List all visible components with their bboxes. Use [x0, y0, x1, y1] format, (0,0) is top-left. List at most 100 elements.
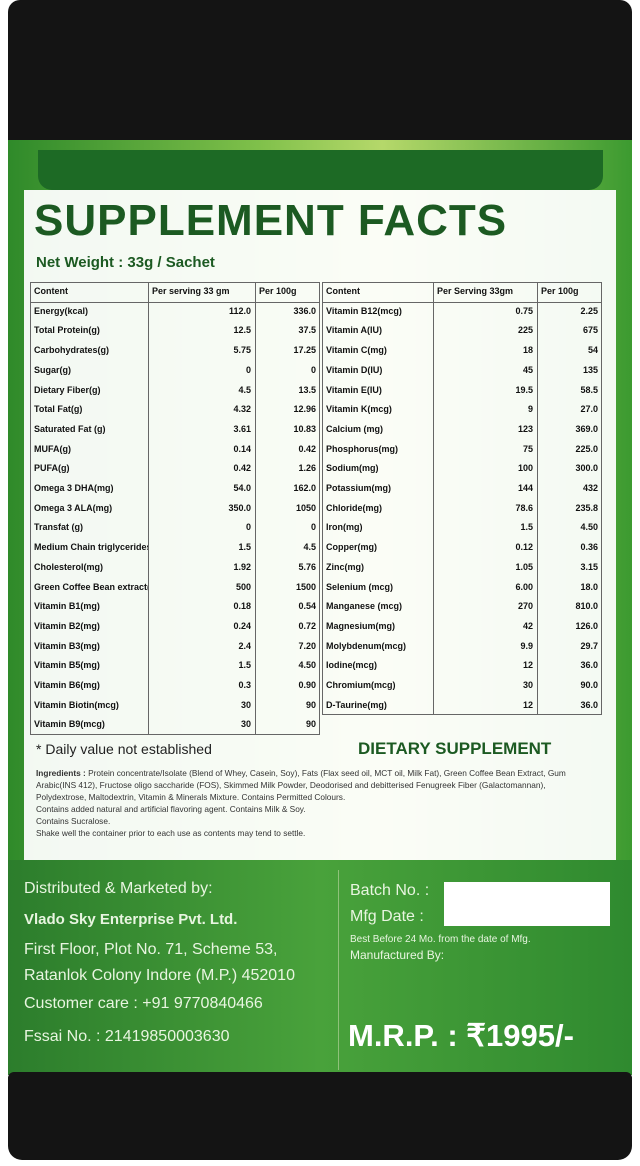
cell-label: Saturated Fat (g): [34, 423, 106, 434]
cell-label: Iron(mg): [326, 522, 363, 533]
cell-value: 4.50: [298, 660, 316, 671]
best-before: Best Before 24 Mo. from the date of Mfg.: [350, 934, 531, 945]
sucralose: Contains Sucralose.: [36, 816, 111, 826]
cell-value: 4.32: [233, 404, 251, 415]
cell-value: 18.0: [580, 581, 598, 592]
base: [8, 1072, 632, 1160]
cell-value: 1.5: [520, 522, 533, 533]
cell-value: 350.0: [228, 502, 251, 513]
cell-label: Omega 3 ALA(mg): [34, 502, 113, 513]
cell-value: 19.5: [515, 384, 533, 395]
cell-label: Total Fat(g): [34, 404, 83, 415]
cell-value: 0.24: [233, 620, 251, 631]
cell-value: 12: [522, 699, 533, 710]
cell-value: 30: [240, 719, 251, 730]
cell-label: MUFA(g): [34, 443, 71, 454]
cell-value: 12.5: [233, 325, 251, 336]
cell-value: 126.0: [575, 620, 598, 631]
cell-value: 112.0: [228, 305, 251, 316]
column-header: Per Serving 33gm: [437, 286, 514, 296]
ingredients-block: Ingredients : Protein concentrate/Isolat…: [36, 767, 592, 839]
cell-value: 4.5: [238, 384, 251, 395]
lid: [8, 0, 632, 150]
cell-value: 37.5: [298, 325, 316, 336]
batch: Batch No. :: [350, 882, 430, 899]
shake: Shake well the container prior to each u…: [36, 828, 306, 838]
cell-value: 90: [305, 699, 316, 710]
cell-value: 135: [582, 364, 598, 375]
cell-value: 30: [522, 680, 533, 690]
cell-value: 30: [240, 699, 251, 710]
cell-value: 162.0: [293, 483, 316, 493]
cell-value: 36.0: [580, 699, 598, 710]
divider: [338, 870, 339, 1070]
header-rule: [322, 301, 602, 303]
cell-value: 432: [582, 483, 598, 493]
cell-label: Molybdenum(mcg): [326, 640, 406, 651]
cell-value: 12.96: [293, 404, 316, 415]
column-header: Per 100g: [259, 286, 297, 296]
cell-label: Magnesium(mg): [326, 620, 396, 631]
cell-label: Carbohydrates(g): [34, 345, 110, 356]
cell-value: 42: [522, 620, 533, 631]
cell-value: 0.14: [233, 443, 251, 454]
cell-label: Vitamin B9(mcg): [34, 719, 105, 730]
cell-value: 369.0: [575, 423, 598, 434]
care: Customer care : +91 9770840466: [24, 995, 263, 1012]
cell-label: Vitamin B5(mg): [34, 660, 100, 671]
cell-value: 54: [587, 345, 598, 356]
company: Vlado Sky Enterprise Pvt. Ltd.: [24, 911, 238, 928]
cell-label: Dietary Fiber(g): [34, 384, 101, 395]
cell-value: 2.25: [580, 305, 598, 316]
cell-value: 300.0: [575, 463, 598, 474]
cell-value: 2.4: [238, 640, 251, 651]
title: SUPPLEMENT FACTS: [34, 196, 508, 245]
cell-label: Zinc(mg): [326, 561, 364, 572]
cell-label: D-Taurine(mg): [326, 699, 387, 710]
cell-label: Potassium(mg): [326, 483, 392, 493]
cell-value: 75: [522, 443, 533, 454]
column-header: Content: [34, 286, 68, 296]
cell-value: 18: [522, 345, 533, 356]
cell-value: 1.5: [238, 542, 251, 553]
cell-label: Energy(kcal): [34, 305, 89, 316]
cell-value: 3.61: [233, 423, 251, 434]
table-border: [30, 282, 320, 736]
cell-label: Omega 3 DHA(mg): [34, 483, 114, 493]
cell-label: Chromium(mcg): [326, 680, 396, 690]
cell-value: 36.0: [580, 660, 598, 671]
address1: First Floor, Plot No. 71, Scheme 53,: [24, 941, 278, 958]
ingredients-label: Ingredients :: [36, 768, 86, 778]
cell-label: Vitamin C(mg): [326, 345, 387, 356]
cell-value: 0.75: [515, 305, 533, 316]
address2: Ratanlok Colony Indore (M.P.) 452010: [24, 967, 295, 984]
cell-value: 0: [310, 364, 316, 375]
flavor: Contains added natural and artificial fl…: [36, 804, 306, 814]
column-header: Content: [326, 286, 360, 296]
cell-value: 0: [310, 522, 316, 533]
cell-value: 6.00: [515, 581, 533, 592]
cell-label: Vitamin B12(mcg): [326, 305, 402, 316]
cell-value: 235.8: [575, 502, 598, 513]
daily-value: * Daily value not established: [36, 741, 212, 757]
mrp: M.R.P. : ₹1995/-: [348, 1018, 574, 1053]
cell-value: 90: [305, 719, 316, 730]
cell-value: 58.5: [580, 384, 598, 395]
cell-value: 17.25: [293, 345, 316, 356]
cell-value: 0: [245, 522, 251, 533]
cell-label: Calcium (mg): [326, 423, 384, 434]
cell-label: PUFA(g): [34, 463, 70, 474]
cell-value: 1.26: [298, 463, 316, 474]
cell-value: 45: [522, 364, 533, 375]
cell-value: 1050: [295, 502, 316, 513]
cell-label: Iodine(mcg): [326, 660, 377, 671]
header-rule: [30, 301, 320, 303]
cell-label: Total Protein(g): [34, 325, 100, 336]
band: [38, 150, 603, 190]
cell-label: Vitamin K(mcg): [326, 404, 392, 415]
cell-value: 100: [517, 463, 533, 474]
mfg: Mfg Date :: [350, 908, 424, 925]
cell-value: 12: [522, 660, 533, 671]
cell-value: 27.0: [580, 404, 598, 415]
cell-value: 10.83: [293, 423, 316, 434]
